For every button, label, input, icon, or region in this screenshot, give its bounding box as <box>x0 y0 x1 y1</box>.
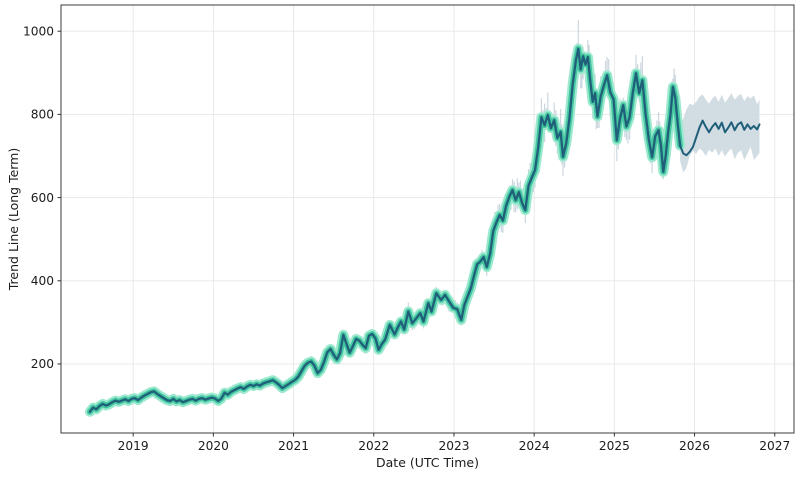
y-tick-label: 1000 <box>23 24 54 38</box>
history-halo-inner <box>87 45 683 415</box>
y-axis-label: Trend Line (Long Term) <box>5 147 21 291</box>
x-tick-label: 2021 <box>278 439 309 453</box>
x-tick-label: 2023 <box>438 439 469 453</box>
forecast-trend-line <box>679 119 761 157</box>
y-tick-label: 400 <box>31 274 54 288</box>
x-tick-label: 2019 <box>118 439 149 453</box>
x-axis-label: Date (UTC Time) <box>376 455 479 470</box>
x-tick-label: 2020 <box>198 439 229 453</box>
x-tick-label: 2025 <box>599 439 630 453</box>
gridlines <box>61 5 794 433</box>
history-trend-line <box>88 47 682 413</box>
plot-border <box>60 4 795 434</box>
forecast-confidence-band <box>680 93 760 173</box>
y-tick-label: 600 <box>31 191 54 205</box>
x-tick-label: 2024 <box>519 439 550 453</box>
y-tick-label: 200 <box>31 357 54 371</box>
x-tick-label: 2027 <box>759 439 790 453</box>
x-tick-label: 2026 <box>679 439 710 453</box>
tick-labels: 2019 2020 2021 2022 2023 2024 2025 2026 2027 200 4… <box>23 24 790 453</box>
x-tick-label: 2022 <box>358 439 389 453</box>
y-tick-label: 800 <box>31 108 54 122</box>
tick-marks <box>57 30 776 437</box>
